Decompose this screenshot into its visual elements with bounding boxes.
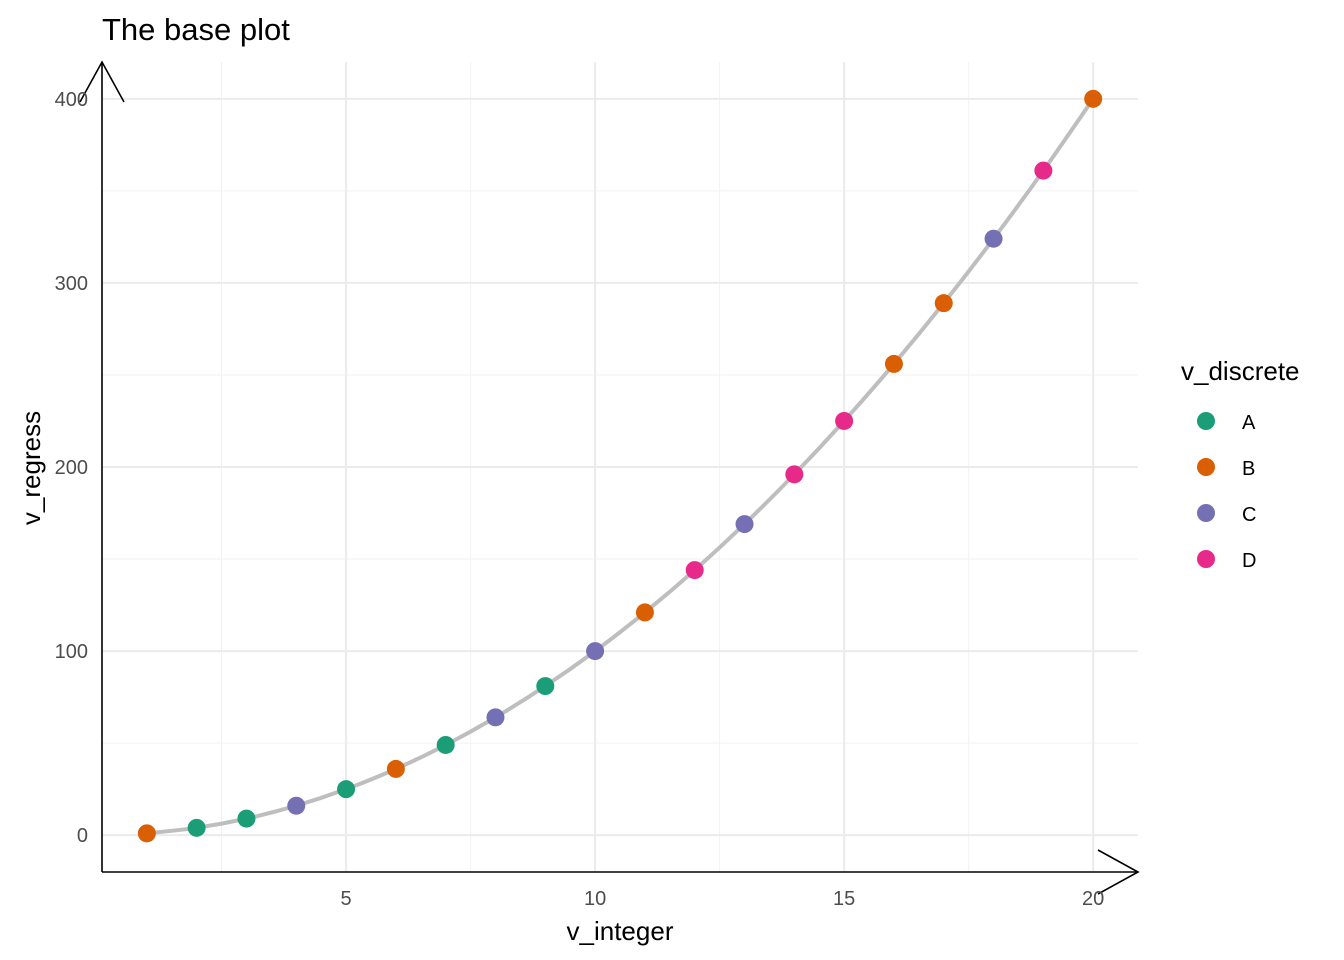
data-point-b: [386, 759, 405, 778]
x-axis-arrowhead: [1097, 849, 1140, 895]
data-point-d: [1034, 161, 1053, 180]
data-point-b: [884, 354, 903, 373]
y-tick-label: 100: [55, 641, 88, 663]
legend-label: D: [1242, 550, 1256, 572]
grid: [102, 62, 1138, 872]
data-point-c: [287, 796, 306, 815]
x-tick-label: 5: [340, 888, 351, 910]
legend-item-a: A: [1197, 412, 1256, 434]
legend-item-b: B: [1197, 458, 1255, 480]
data-point-b: [137, 824, 156, 843]
y-tick-label: 300: [55, 273, 88, 295]
x-axis-title: v_integer: [567, 916, 674, 946]
legend-item-c: C: [1197, 504, 1256, 526]
legend-items: A B C D: [1197, 412, 1256, 572]
legend-item-d: D: [1197, 550, 1256, 572]
data-point-c: [735, 515, 754, 534]
data-point-a: [237, 809, 256, 828]
data-point-c: [586, 642, 605, 661]
data-point-b: [1084, 89, 1103, 108]
y-tick-label: 200: [55, 457, 88, 479]
legend-label: A: [1242, 412, 1256, 434]
data-point-d: [835, 411, 854, 430]
x-tick-label: 10: [584, 888, 606, 910]
legend-title: v_discrete: [1181, 356, 1300, 386]
data-point-a: [436, 735, 455, 754]
data-points: [137, 89, 1103, 843]
x-tick-label: 20: [1082, 888, 1104, 910]
legend-label: C: [1242, 504, 1256, 526]
data-point-a: [187, 818, 206, 837]
legend-swatch: [1197, 550, 1215, 568]
data-point-d: [685, 561, 704, 580]
legend: v_discrete A B C D: [1181, 356, 1300, 572]
x-tick-label: 15: [833, 888, 855, 910]
chart-title: The base plot: [102, 12, 290, 47]
legend-swatch: [1197, 504, 1215, 522]
legend-swatch: [1197, 412, 1215, 430]
legend-label: B: [1242, 458, 1255, 480]
data-point-d: [785, 465, 804, 484]
legend-swatch: [1197, 458, 1215, 476]
axes: [79, 60, 1140, 895]
data-point-a: [536, 677, 555, 696]
data-point-b: [934, 294, 953, 313]
y-tick-label: 0: [77, 825, 88, 847]
y-tick-label: 400: [55, 89, 88, 111]
y-axis-arrowhead: [79, 60, 125, 103]
y-axis-title: v_regress: [16, 411, 46, 525]
data-point-a: [337, 780, 356, 799]
data-point-c: [984, 229, 1003, 248]
data-point-c: [486, 708, 505, 727]
data-point-b: [635, 603, 654, 622]
